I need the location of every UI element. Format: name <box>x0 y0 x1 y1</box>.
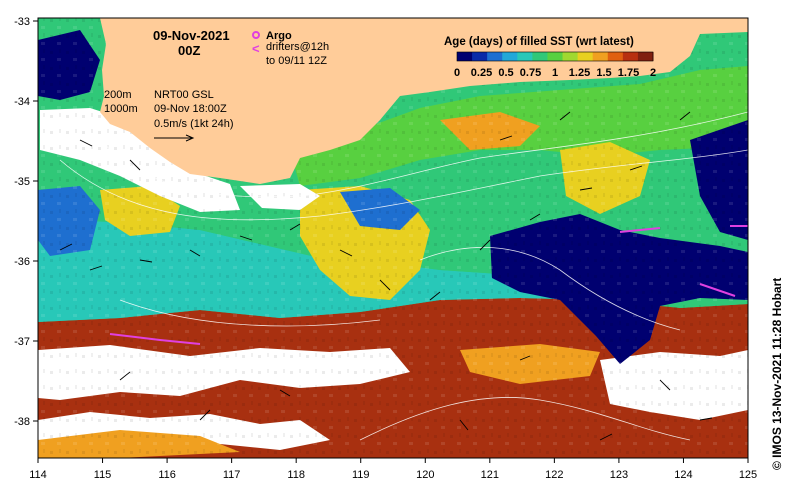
map-time: 00Z <box>178 43 200 58</box>
colorbar-swatch <box>502 52 518 61</box>
drifter-marker-icon: < <box>252 41 260 56</box>
colorbar-swatch <box>562 52 579 61</box>
x-tick-label: 122 <box>545 469 563 481</box>
x-tick-label: 115 <box>94 469 112 481</box>
colorbar-swatch <box>622 52 639 61</box>
colorbar-swatch <box>547 52 564 61</box>
x-tick-label: 120 <box>416 469 434 481</box>
x-tick-label: 117 <box>223 469 241 481</box>
colorbar-title: Age (days) of filled SST (wrt latest) <box>444 36 634 48</box>
colorbar-tick-label: 0.25 <box>471 67 492 79</box>
x-tick-label: 116 <box>158 469 176 481</box>
colorbar-tick-label: 2 <box>650 67 656 79</box>
colorbar-swatch <box>592 52 609 61</box>
colorbar-swatch <box>577 52 594 61</box>
colorbar-swatch <box>487 52 503 61</box>
colorbar-swatch <box>607 52 624 61</box>
x-tick-label: 125 <box>739 469 757 481</box>
isobath-contours <box>59 111 748 441</box>
y-tick-label: -37 <box>14 336 30 348</box>
y-tick-label: -36 <box>14 256 30 268</box>
x-axis: 114 115 116 117 118 119 120 121 122 123 124 125 <box>29 458 757 481</box>
colorbar-tick-label: 0.5 <box>498 67 513 79</box>
isobath-label-200m: 200m <box>104 89 132 101</box>
y-tick-label: -38 <box>14 416 30 428</box>
x-tick-label: 121 <box>481 469 499 481</box>
drifters-to-label: to 09/11 12Z <box>266 55 327 67</box>
plot-frame <box>37 17 749 459</box>
colorbar-tick-label: 1.5 <box>596 67 611 79</box>
colorbar-tick-label: 0.75 <box>520 67 541 79</box>
colorbar-swatch <box>457 52 473 61</box>
x-tick-label: 124 <box>674 469 692 481</box>
currents-product-label: NRT00 GSL <box>154 89 214 101</box>
credit-text: © IMOS 13-Nov-2021 11:28 Hobart <box>770 277 784 470</box>
colorbar-tick-label: 0 <box>454 67 460 79</box>
colorbar-swatch <box>532 52 548 61</box>
argo-label: Argo <box>266 30 292 42</box>
currents-valid-label: 09-Nov 18:00Z <box>154 103 227 115</box>
scale-arrowhead-icon <box>185 134 195 142</box>
y-tick-label: -35 <box>14 176 30 188</box>
drifter-tracks <box>109 225 748 345</box>
isobath-label-1000m: 1000m <box>104 103 138 115</box>
x-tick-label: 114 <box>29 469 47 481</box>
colorbar-tick-label: 1 <box>552 67 558 79</box>
y-tick-label: -33 <box>14 16 30 28</box>
colorbar-tick-label: 1.25 <box>569 67 590 79</box>
x-tick-label: 123 <box>610 469 628 481</box>
current-vectors <box>59 111 713 441</box>
colorbar-outline <box>456 51 654 62</box>
colorbar <box>456 51 654 62</box>
x-tick-label: 119 <box>352 469 370 481</box>
currents-scale-label: 0.5m/s (1kt 24h) <box>154 118 233 130</box>
colorbar-tick-labels: 0 0.25 0.5 0.75 1 1.25 1.5 1.75 2 <box>454 67 656 79</box>
y-axis: -33 -34 -35 -36 -37 -38 <box>14 16 38 428</box>
x-tick-label: 118 <box>287 469 305 481</box>
y-tick-label: -34 <box>14 96 30 108</box>
argo-marker-icon <box>252 31 260 39</box>
map-plot-area <box>38 18 748 458</box>
colorbar-tick-label: 1.75 <box>618 67 639 79</box>
colorbar-swatch <box>517 52 533 61</box>
colorbar-swatch <box>637 52 654 61</box>
colorbar-swatch <box>472 52 488 61</box>
drifters-label: drifters@12h <box>266 41 329 53</box>
map-date: 09-Nov-2021 <box>153 28 230 43</box>
